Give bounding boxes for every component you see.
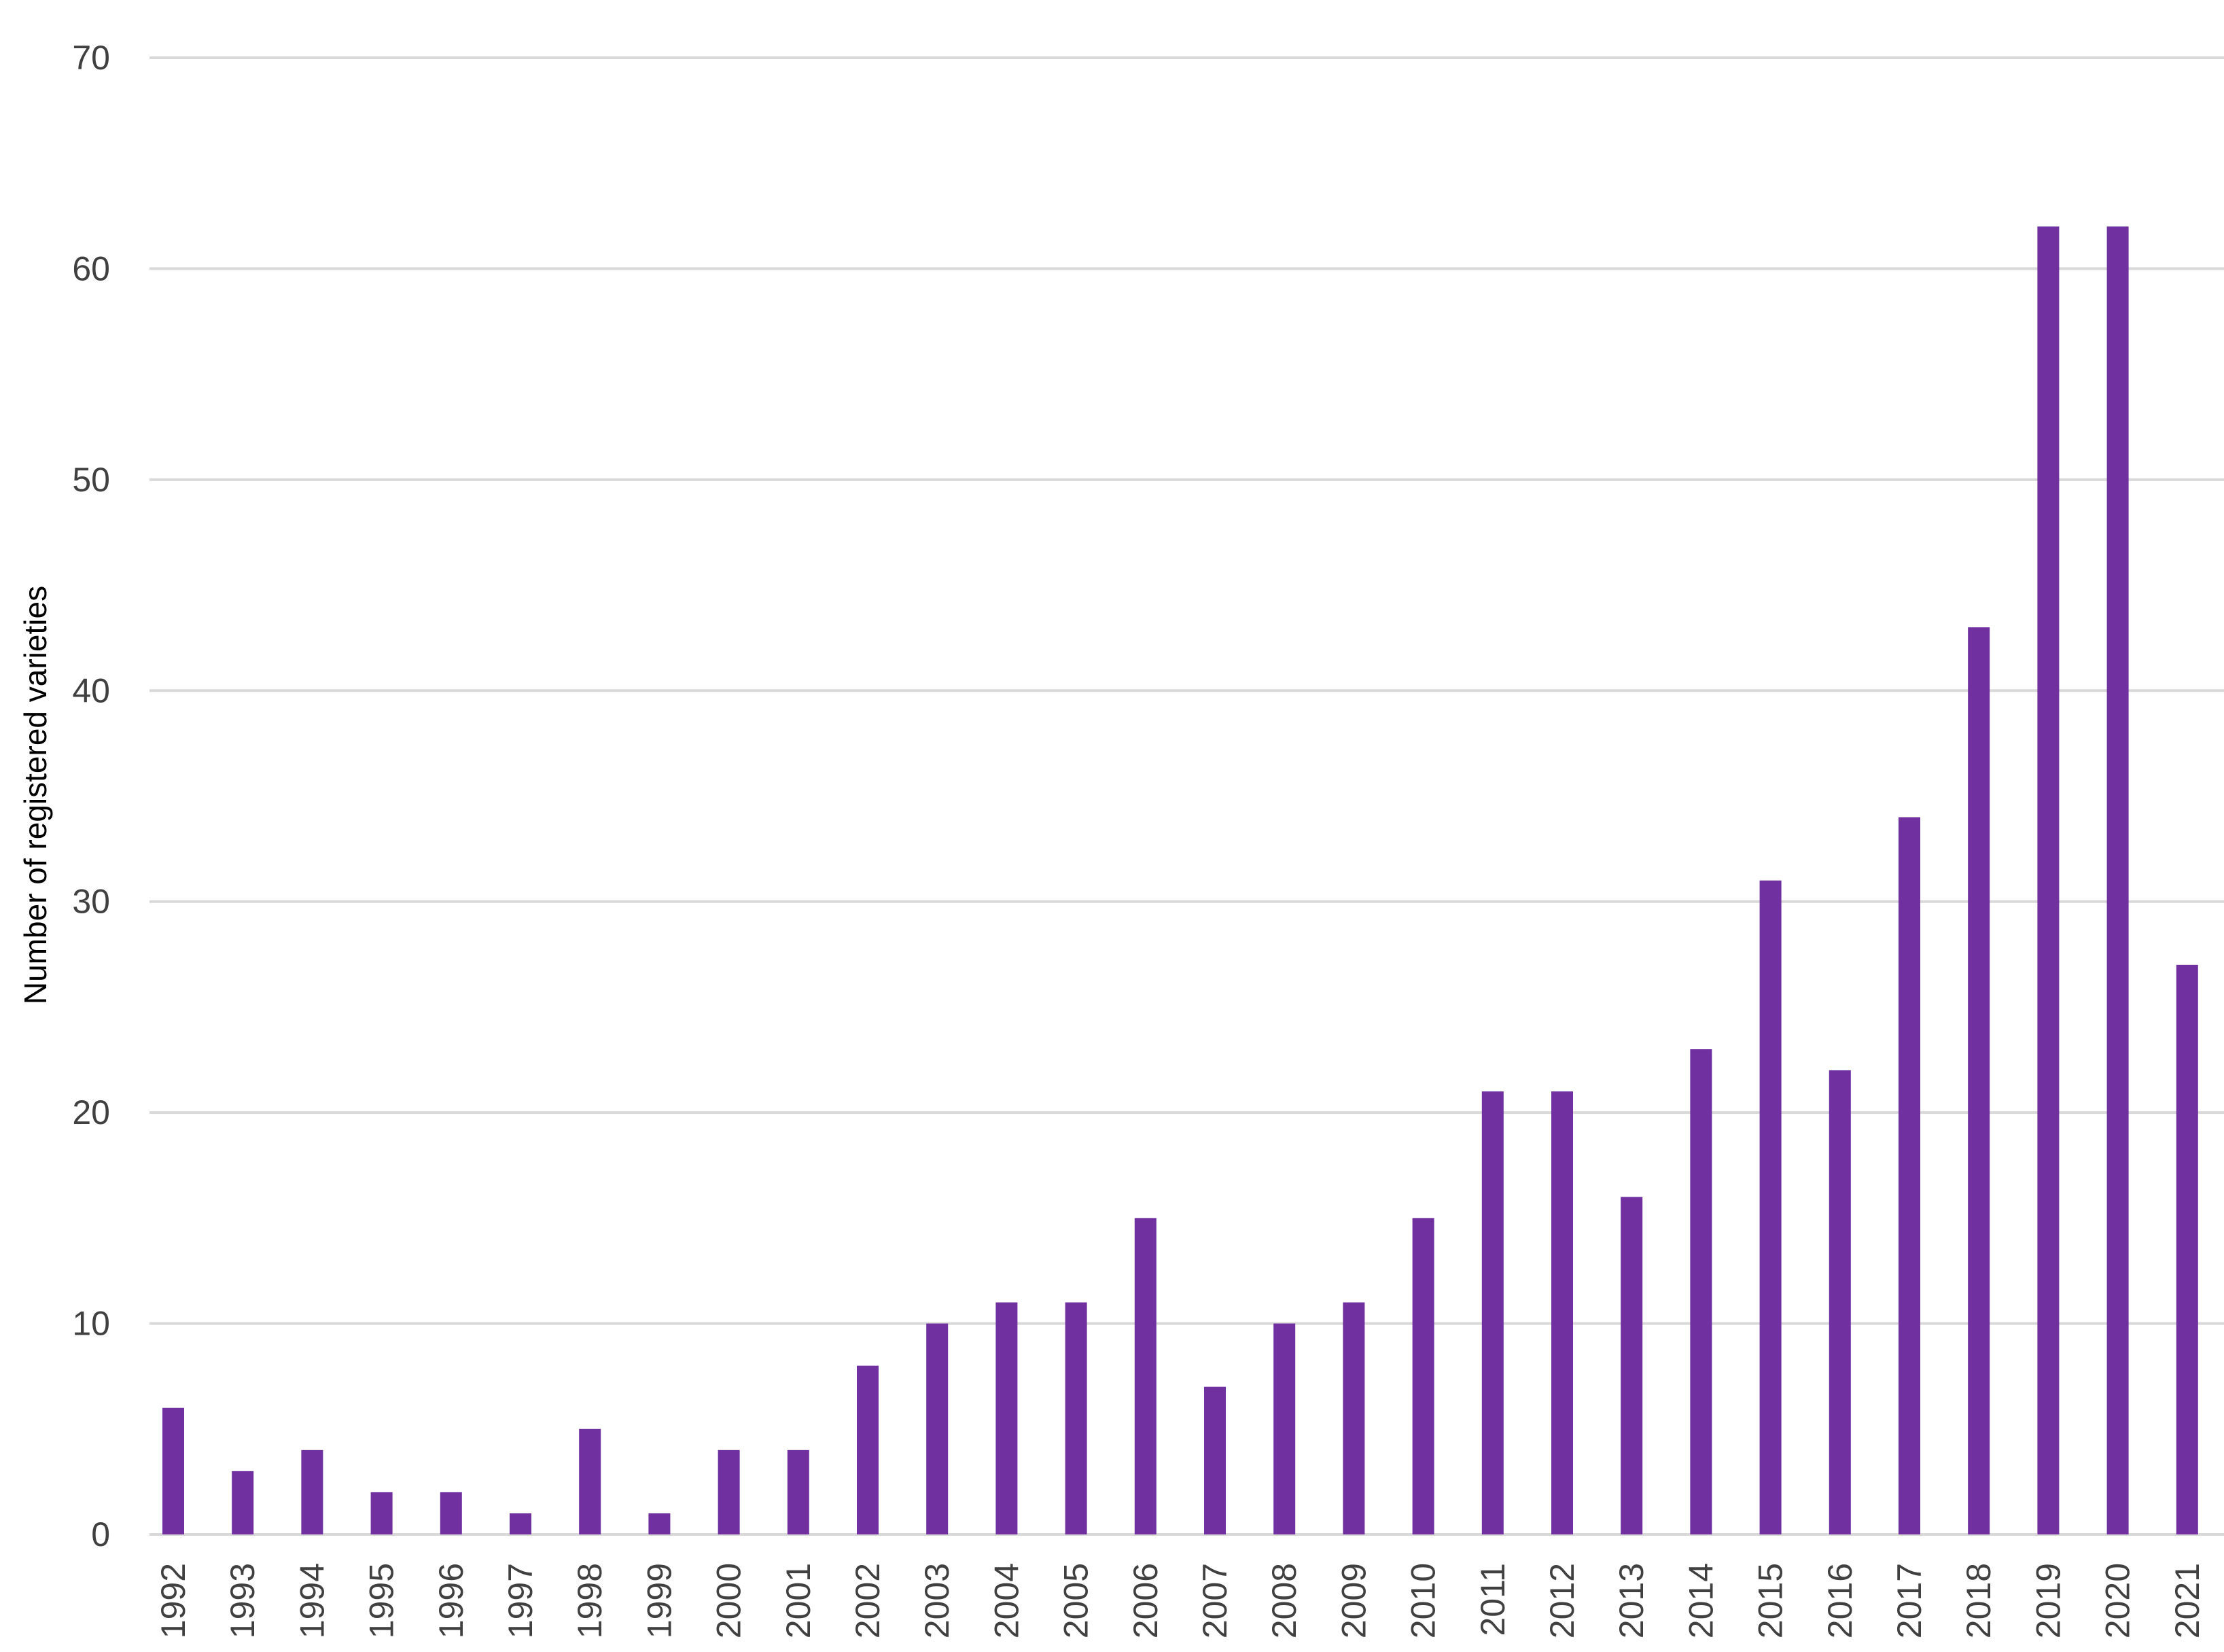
y-tick-label: 70 bbox=[72, 39, 110, 77]
x-tick-label-2018: 2018 bbox=[1960, 1563, 1998, 1638]
y-tick-label: 0 bbox=[91, 1515, 110, 1553]
bar-2011 bbox=[1481, 1091, 1504, 1534]
x-tick-label-2002: 2002 bbox=[849, 1563, 887, 1638]
x-tick-label-2008: 2008 bbox=[1265, 1563, 1303, 1638]
bar-1998 bbox=[579, 1428, 601, 1534]
x-tick-label-2013: 2013 bbox=[1612, 1563, 1651, 1638]
x-tick-label-2007: 2007 bbox=[1196, 1563, 1234, 1638]
x-tick-label-2006: 2006 bbox=[1127, 1563, 1165, 1638]
bar-2013 bbox=[1621, 1197, 1643, 1534]
x-tick-label-2014: 2014 bbox=[1682, 1563, 1720, 1638]
y-tick-label: 60 bbox=[72, 249, 110, 287]
bar-1994 bbox=[301, 1449, 323, 1534]
x-tick-label-2017: 2017 bbox=[1890, 1563, 1928, 1638]
x-tick-label-2011: 2011 bbox=[1474, 1563, 1512, 1636]
bar-2014 bbox=[1690, 1049, 1712, 1534]
x-tick-label-2000: 2000 bbox=[710, 1563, 748, 1638]
x-tick-label-1993: 1993 bbox=[224, 1563, 262, 1638]
bar-2000 bbox=[718, 1449, 740, 1534]
bars bbox=[162, 226, 2198, 1534]
bar-2004 bbox=[995, 1302, 1018, 1534]
x-tick-label-2010: 2010 bbox=[1405, 1563, 1443, 1638]
x-tick-label-2003: 2003 bbox=[918, 1563, 956, 1638]
bar-1993 bbox=[232, 1471, 254, 1534]
bar-2005 bbox=[1065, 1302, 1087, 1534]
bar-2017 bbox=[1899, 817, 1920, 1534]
gridlines bbox=[149, 56, 2224, 1536]
bar-2021 bbox=[2176, 964, 2198, 1534]
bar-2015 bbox=[1759, 880, 1782, 1534]
bar-2018 bbox=[1968, 627, 1990, 1534]
x-tick-label-2019: 2019 bbox=[2029, 1563, 2067, 1638]
bar-2016 bbox=[1829, 1070, 1851, 1534]
bar-1999 bbox=[648, 1513, 671, 1534]
x-tick-label-1996: 1996 bbox=[432, 1563, 470, 1638]
bar-2003 bbox=[926, 1323, 949, 1534]
bar-2012 bbox=[1551, 1091, 1573, 1534]
y-tick-label: 30 bbox=[72, 883, 110, 921]
bar-1997 bbox=[510, 1513, 531, 1534]
y-tick-label: 40 bbox=[72, 671, 110, 709]
x-tick-label-1994: 1994 bbox=[293, 1563, 331, 1638]
y-tick-label: 20 bbox=[72, 1093, 110, 1131]
x-tick-label-2012: 2012 bbox=[1543, 1563, 1581, 1638]
x-tick-label-2001: 2001 bbox=[779, 1563, 817, 1638]
y-tick-label: 50 bbox=[72, 461, 110, 499]
bar-2010 bbox=[1412, 1218, 1434, 1534]
bar-2002 bbox=[857, 1365, 879, 1534]
y-tick-label: 10 bbox=[72, 1305, 110, 1343]
x-tick-label-2016: 2016 bbox=[1821, 1563, 1859, 1638]
bar-2007 bbox=[1204, 1386, 1226, 1534]
bar-2019 bbox=[2037, 226, 2060, 1534]
bar-2008 bbox=[1273, 1323, 1296, 1534]
x-tick-label-1999: 1999 bbox=[640, 1563, 678, 1638]
x-tick-labels: 1992 1993 1994 1995 1996 1997 1998 1999 2000 2001… bbox=[154, 1563, 2206, 1638]
x-tick-label-1998: 1998 bbox=[571, 1563, 609, 1638]
bar-2001 bbox=[787, 1449, 809, 1534]
y-tick-labels: 0 10 20 30 40 50 60 70 bbox=[72, 39, 110, 1553]
x-tick-label-2021: 2021 bbox=[2168, 1563, 2206, 1638]
bar-2006 bbox=[1134, 1218, 1157, 1534]
x-tick-label-1995: 1995 bbox=[363, 1563, 401, 1638]
x-tick-label-1997: 1997 bbox=[501, 1563, 540, 1638]
bar-1995 bbox=[370, 1492, 393, 1534]
x-tick-label-2020: 2020 bbox=[2099, 1563, 2137, 1638]
bar-1996 bbox=[440, 1492, 462, 1534]
x-tick-label-1992: 1992 bbox=[154, 1563, 192, 1638]
x-tick-label-2004: 2004 bbox=[987, 1563, 1025, 1638]
x-tick-label-2015: 2015 bbox=[1752, 1563, 1790, 1638]
y-axis-label: Number of registered varieties bbox=[18, 586, 53, 1004]
bar-2020 bbox=[2106, 226, 2129, 1534]
x-tick-label-2005: 2005 bbox=[1057, 1563, 1095, 1638]
bar-2009 bbox=[1343, 1302, 1365, 1534]
bar-1992 bbox=[162, 1407, 184, 1534]
x-tick-label-2009: 2009 bbox=[1335, 1563, 1373, 1638]
